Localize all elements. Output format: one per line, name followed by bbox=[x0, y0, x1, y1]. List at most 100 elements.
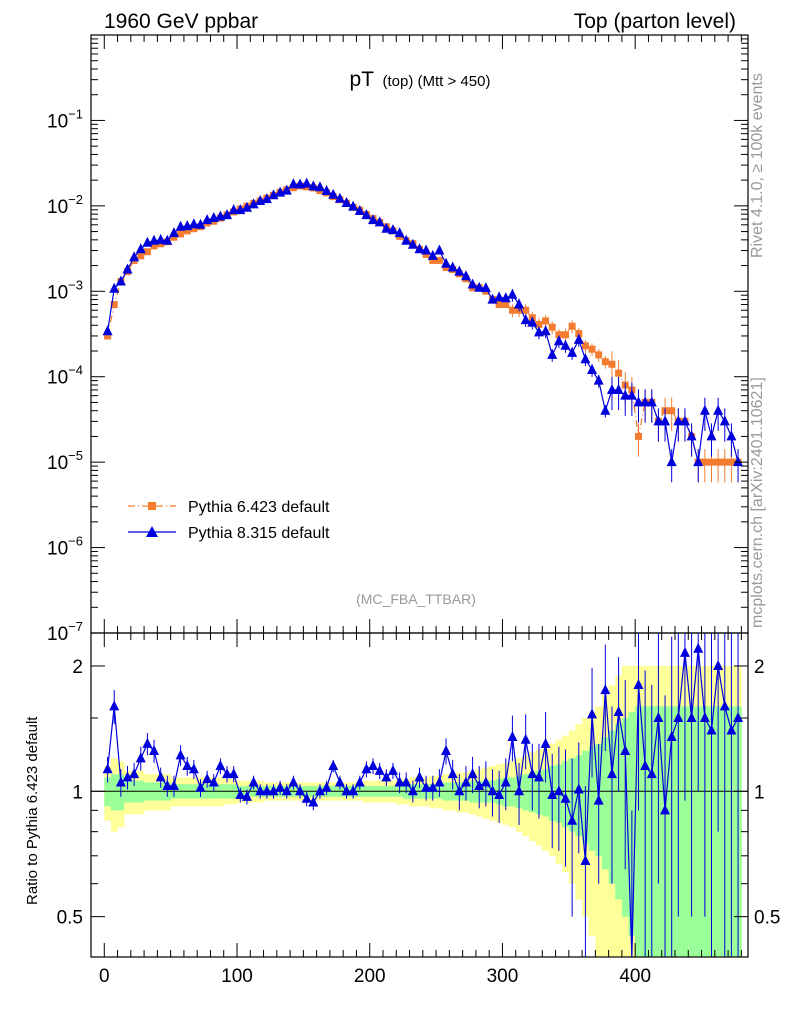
ratio-point bbox=[567, 814, 578, 825]
pythia8-point bbox=[494, 291, 505, 302]
pythia6-point bbox=[548, 323, 556, 331]
ratio-point bbox=[507, 731, 518, 742]
pythia6-point bbox=[542, 317, 550, 325]
pythia8-point bbox=[374, 216, 385, 227]
pythia8-point bbox=[447, 261, 458, 272]
pythia8-point bbox=[600, 404, 611, 415]
pythia8-point bbox=[188, 218, 199, 229]
pythia6-point bbox=[104, 332, 112, 340]
ratio-point bbox=[341, 785, 352, 796]
main-y-tick-label: 10−2 bbox=[47, 192, 83, 218]
ratio-point bbox=[202, 773, 213, 784]
ratio-point bbox=[394, 776, 405, 787]
pythia8-point bbox=[109, 282, 120, 293]
ratio-point bbox=[686, 711, 697, 722]
pythia8-point bbox=[520, 314, 531, 325]
ratio-point bbox=[540, 737, 551, 748]
ratio-point bbox=[679, 646, 690, 657]
pythia8-point bbox=[394, 227, 405, 238]
pythia8-point bbox=[175, 220, 186, 231]
legend-entry-pythia6: Pythia 6.423 default bbox=[128, 499, 330, 516]
ratio-point bbox=[706, 724, 717, 735]
ratio-point bbox=[573, 783, 584, 794]
pythia8-point bbox=[467, 278, 478, 289]
header-energy-label: 1960 GeV ppbar bbox=[104, 10, 258, 33]
main-y-tick-base: 10 bbox=[47, 624, 68, 645]
ratio-point bbox=[580, 855, 591, 866]
ratio-x-tick-label: 200 bbox=[354, 966, 386, 987]
pythia8-point bbox=[341, 197, 352, 208]
ratio-point bbox=[427, 781, 438, 792]
ratio-point bbox=[301, 792, 312, 803]
ratio-y-tick-label-left: 1 bbox=[72, 782, 83, 803]
legend-label-pythia8: Pythia 8.315 default bbox=[188, 525, 330, 542]
ratio-y-axis-label: Ratio to Pythia 6.423 default bbox=[24, 716, 41, 905]
pythia8-point bbox=[381, 222, 392, 233]
main-y-tick-base: 10 bbox=[47, 453, 68, 474]
pythia6-point bbox=[177, 230, 185, 238]
pythia8-point bbox=[155, 233, 166, 244]
pythia8-point bbox=[361, 209, 372, 220]
ratio-point bbox=[387, 764, 398, 775]
pythia6-point bbox=[555, 331, 563, 339]
ratio-point bbox=[467, 768, 478, 779]
pythia8-point bbox=[301, 177, 312, 188]
pythia6-point bbox=[615, 369, 623, 377]
ratio-point bbox=[222, 768, 233, 779]
ratio-point bbox=[255, 785, 266, 796]
plot-title: pT (top) (Mtt > 450) bbox=[350, 68, 491, 91]
ratio-point bbox=[281, 785, 292, 796]
legend-marker-pythia8 bbox=[146, 526, 158, 537]
ratio-point bbox=[368, 760, 379, 771]
ratio-point bbox=[726, 724, 737, 735]
pythia8-point bbox=[162, 234, 173, 245]
pythia6-point bbox=[502, 301, 510, 309]
ratio-y-tick-label-left: 0.5 bbox=[57, 908, 83, 929]
main-y-tick-label: 10−5 bbox=[47, 448, 83, 474]
pythia8-point bbox=[268, 189, 279, 200]
ratio-point bbox=[587, 708, 598, 719]
pythia8-point bbox=[613, 383, 624, 394]
main-y-tick-exp: −5 bbox=[68, 448, 83, 463]
ratio-point bbox=[215, 760, 226, 771]
ratio-point bbox=[122, 771, 133, 782]
pythia8-point bbox=[673, 415, 684, 426]
pythia8-point bbox=[633, 396, 644, 407]
pythia8-point bbox=[699, 404, 710, 415]
ratio-band-inner bbox=[509, 777, 517, 807]
ratio-y-tick-label-right: 0.5 bbox=[754, 908, 780, 929]
pythia6-point bbox=[575, 330, 583, 338]
pythia8-point bbox=[547, 348, 558, 359]
ratio-point bbox=[500, 776, 511, 787]
ratio-point bbox=[547, 788, 558, 799]
ratio-point bbox=[401, 776, 412, 787]
pythia8-point bbox=[540, 325, 551, 336]
ratio-point bbox=[640, 760, 651, 771]
pythia6-point bbox=[508, 306, 516, 314]
ratio-point bbox=[494, 788, 505, 799]
ratio-point bbox=[354, 776, 365, 787]
pythia8-point bbox=[354, 205, 365, 216]
pythia8-point bbox=[474, 281, 485, 292]
ratio-point bbox=[155, 771, 166, 782]
ratio-point bbox=[334, 776, 345, 787]
ratio-y-tick-label-left: 2 bbox=[72, 657, 83, 678]
ratio-band-inner bbox=[522, 774, 530, 811]
legend-entry-pythia8: Pythia 8.315 default bbox=[128, 525, 330, 542]
pythia8-point bbox=[726, 430, 737, 441]
mcplots-label: mcplots.cern.ch [arXiv:2401.10621] bbox=[749, 377, 766, 628]
pythia8-point bbox=[713, 404, 724, 415]
ratio-point bbox=[533, 771, 544, 782]
pythia8-point bbox=[679, 415, 690, 426]
legend: Pythia 6.423 default Pythia 8.315 defaul… bbox=[128, 499, 330, 542]
ratio-band-inner bbox=[542, 769, 550, 817]
ratio-point bbox=[228, 768, 239, 779]
pythia8-point bbox=[640, 396, 651, 407]
pythia8-point bbox=[241, 201, 252, 212]
pythia6-point bbox=[601, 358, 609, 366]
ratio-point bbox=[168, 779, 179, 790]
ratio-point bbox=[268, 785, 279, 796]
pythia8-point bbox=[567, 346, 578, 357]
ratio-point bbox=[474, 779, 485, 790]
ratio-point bbox=[162, 779, 173, 790]
